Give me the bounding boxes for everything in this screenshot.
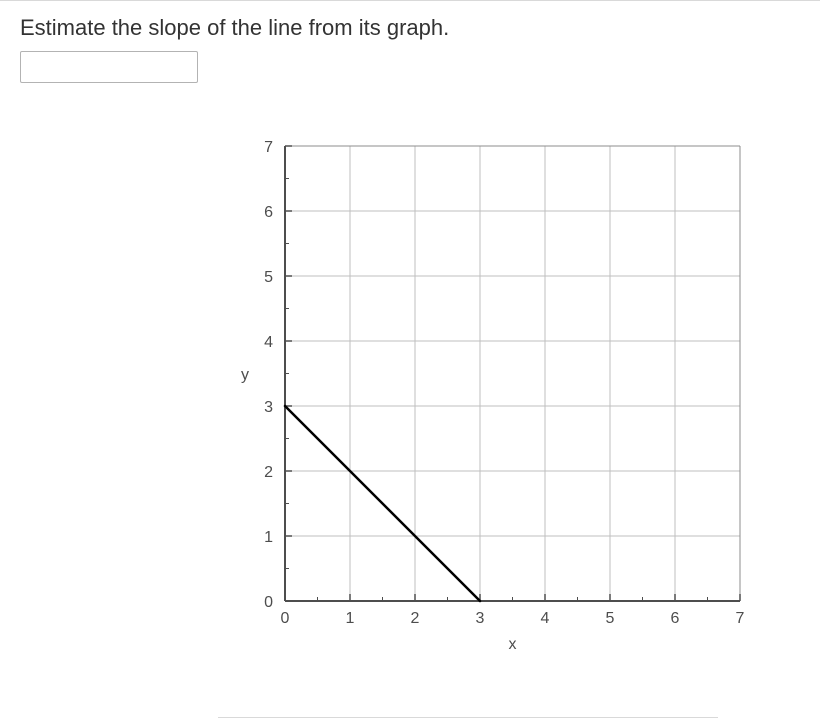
x-tick-label: 6 [671,610,680,627]
answer-input[interactable] [20,51,198,83]
x-tick-label: 7 [736,610,745,627]
y-tick-label: 1 [264,529,273,546]
y-tick-label: 0 [264,594,273,611]
question-prompt: Estimate the slope of the line from its … [20,15,800,41]
x-tick-label: 2 [411,610,420,627]
x-axis-title: x [509,636,517,653]
x-tick-label: 5 [606,610,615,627]
x-tick-label: 3 [476,610,485,627]
y-tick-label: 6 [264,204,273,221]
y-tick-label: 4 [264,334,273,351]
x-tick-label: 0 [281,610,290,627]
y-tick-label: 5 [264,269,273,286]
y-tick-label: 3 [264,399,273,416]
x-tick-label: 1 [346,610,355,627]
bottom-divider [218,717,718,718]
y-tick-label: 2 [264,464,273,481]
x-tick-label: 4 [541,610,550,627]
slope-chart: 0 1 2 3 4 5 6 7 0 1 2 3 4 5 6 7 x y [230,136,758,661]
y-axis-title: y [241,367,249,384]
y-tick-label: 7 [264,139,273,156]
